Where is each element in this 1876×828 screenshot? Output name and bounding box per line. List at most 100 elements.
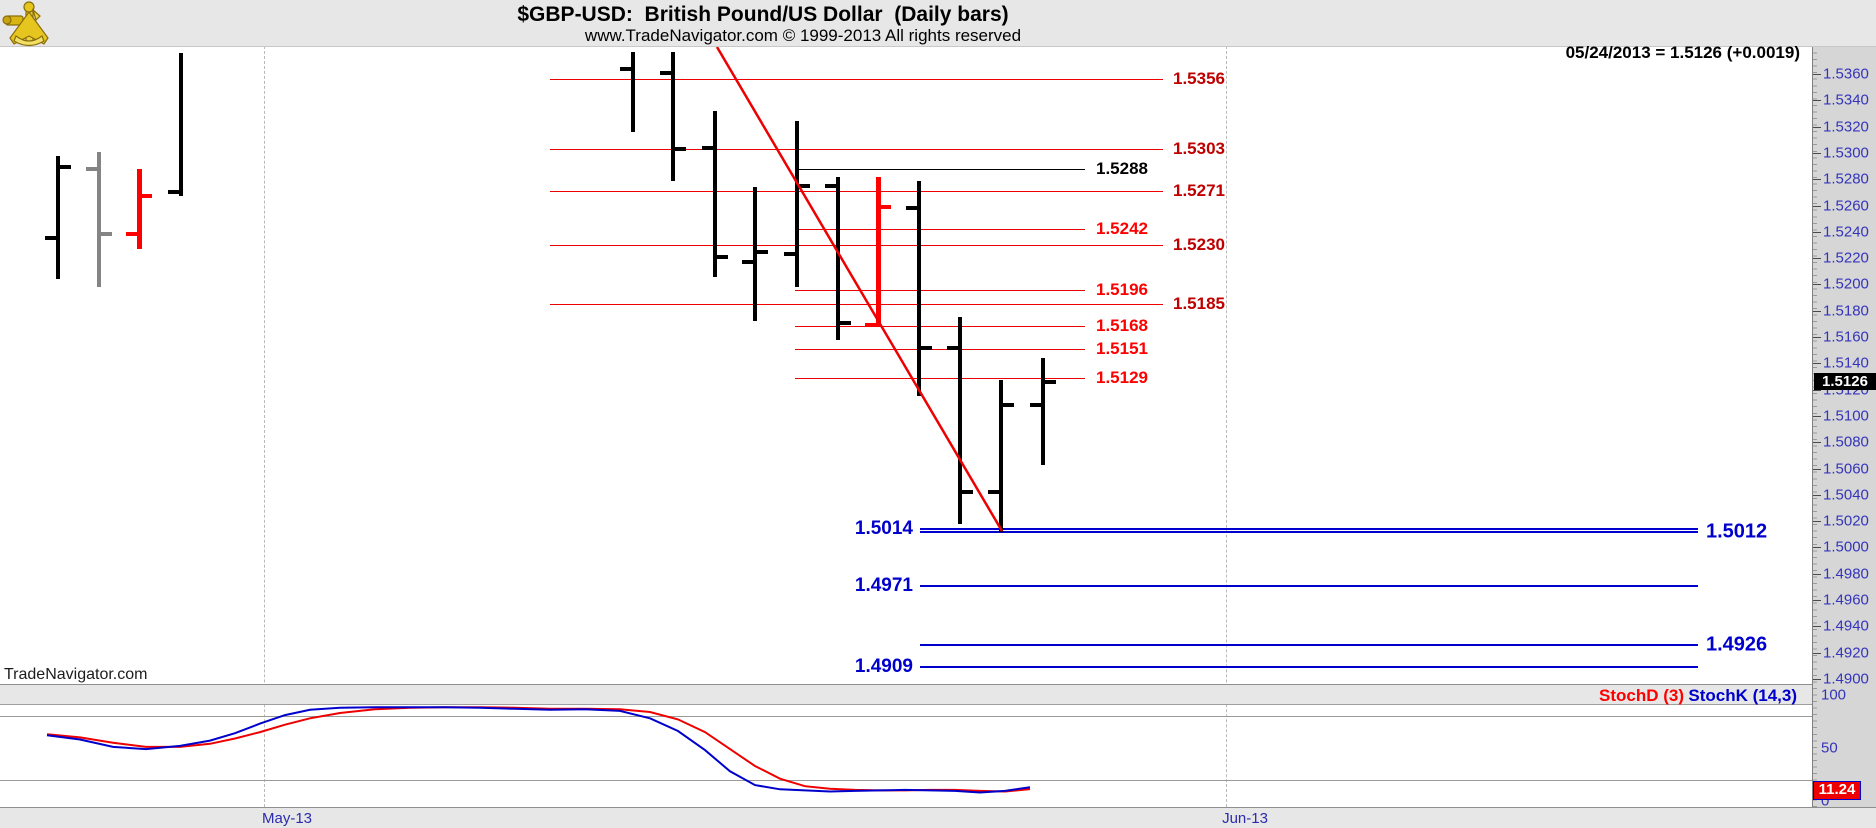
support-line [920, 528, 1698, 530]
ohlc-bar [1041, 358, 1045, 465]
axis-tick [1813, 153, 1821, 154]
level-label: 1.5271 [1173, 181, 1225, 200]
axis-tick [1813, 206, 1821, 207]
price-axis-label: 1.5220 [1823, 249, 1869, 267]
ohlc-bar [631, 52, 635, 132]
ohlc-bar [753, 187, 757, 321]
ohlc-open-tick [660, 71, 673, 75]
month-gridline [1226, 46, 1227, 807]
ohlc-bar [179, 53, 183, 196]
price-axis-label: 1.5320 [1823, 118, 1869, 136]
ohlc-close-tick [960, 490, 973, 494]
ohlc-close-tick [58, 165, 71, 169]
axis-tick [1813, 232, 1821, 233]
ohlc-close-tick [878, 205, 891, 209]
price-axis-label: 1.4920 [1823, 644, 1869, 662]
level-label: 1.5151 [1096, 339, 1148, 358]
price-axis-label: 1.5020 [1823, 512, 1869, 530]
chart-title: $GBP-USD: British Pound/US Dollar (Daily… [517, 3, 1009, 26]
ohlc-bar [836, 177, 840, 340]
level-label: 1.5230 [1173, 235, 1225, 254]
axis-tick [1813, 521, 1821, 522]
price-axis-label: 1.5300 [1823, 144, 1869, 162]
price-axis-label: 1.5340 [1823, 91, 1869, 109]
axis-tick [1813, 127, 1821, 128]
ohlc-open-tick [702, 146, 715, 150]
support-line [920, 585, 1698, 587]
axis-tick [1813, 363, 1821, 364]
price-axis-label: 1.4900 [1823, 670, 1869, 688]
price-axis-label: 1.5160 [1823, 328, 1869, 346]
month-gridline [264, 46, 265, 807]
ohlc-open-tick [988, 490, 1001, 494]
support-level-label: 1.5012 [1706, 520, 1768, 543]
level-label: 1.5303 [1173, 139, 1225, 158]
ohlc-close-tick [1001, 403, 1014, 407]
level-line [797, 169, 1085, 170]
ohlc-close-tick [673, 147, 686, 151]
axis-tick [1813, 100, 1821, 101]
x-axis-band [0, 807, 1876, 828]
price-axis-label: 1.5280 [1823, 170, 1869, 188]
ohlc-close-tick [1043, 380, 1056, 384]
axis-tick [1813, 179, 1821, 180]
price-axis-label: 1.5080 [1823, 433, 1869, 451]
axis-tick [1813, 416, 1821, 417]
ohlc-open-tick [947, 346, 960, 350]
level-line [550, 149, 1163, 150]
price-axis-label: 1.5240 [1823, 223, 1869, 241]
ohlc-open-tick [126, 232, 139, 236]
level-label: 1.5356 [1173, 69, 1225, 88]
axis-tick [1813, 469, 1821, 470]
axis-tick [1813, 442, 1821, 443]
x-axis-label: Jun-13 [1222, 810, 1268, 827]
ohlc-bar [795, 121, 799, 287]
stoch-gridline [0, 780, 1812, 781]
ohlc-open-tick [620, 67, 633, 71]
stoch-d-curve [46, 706, 1031, 793]
stoch-k-legend: StochK (14,3) [1688, 686, 1797, 705]
ohlc-open-tick [86, 167, 99, 171]
ohlc-close-tick [797, 184, 810, 188]
axis-tick [1813, 390, 1821, 391]
axis-tick [1813, 311, 1821, 312]
ohlc-close-tick [139, 194, 152, 198]
ohlc-close-tick [838, 321, 851, 325]
ohlc-open-tick [168, 190, 181, 194]
axis-tick [1813, 679, 1821, 680]
stoch-axis-label: 50 [1821, 739, 1838, 757]
axis-minor-ticks [1813, 46, 1817, 807]
price-axis-label: 1.4960 [1823, 591, 1869, 609]
ohlc-close-tick [99, 232, 112, 236]
level-label: 1.5242 [1096, 219, 1148, 238]
axis-tick [1813, 600, 1821, 601]
x-axis-label: May-13 [261, 810, 313, 827]
price-axis-label: 1.5360 [1823, 65, 1869, 83]
ohlc-bar [917, 181, 921, 396]
stoch-value-badge: 11.24 [1813, 781, 1861, 800]
level-line [550, 191, 1163, 192]
support-level-label: 1.5014 [854, 518, 913, 539]
stoch-d-legend: StochD (3) [1599, 686, 1684, 705]
ohlc-open-tick [784, 252, 797, 256]
level-line [795, 349, 1085, 350]
price-axis-label: 1.5140 [1823, 354, 1869, 372]
level-label: 1.5129 [1096, 368, 1148, 387]
stoch-gridline [0, 716, 1812, 717]
price-axis-label: 1.5100 [1823, 407, 1869, 425]
axis-tick [1813, 74, 1821, 75]
trade-navigator-logo-icon [2, 1, 49, 47]
ohlc-close-tick [919, 346, 932, 350]
ohlc-bar [137, 169, 142, 249]
ohlc-bar [97, 152, 101, 287]
stoch-axis-label: 100 [1821, 686, 1847, 704]
price-axis-label: 1.4980 [1823, 565, 1869, 583]
support-line [920, 531, 1698, 533]
ohlc-bar [713, 111, 717, 277]
price-axis-scrollbar[interactable]: 1.5126 11.24 1.5360 1.5340 1.5320 1.5300 1.5… [1812, 46, 1876, 810]
ohlc-close-tick [755, 250, 768, 254]
ohlc-bar [56, 156, 60, 279]
price-axis-label: 1.5040 [1823, 486, 1869, 504]
support-line [920, 666, 1698, 668]
axis-tick [1813, 337, 1821, 338]
